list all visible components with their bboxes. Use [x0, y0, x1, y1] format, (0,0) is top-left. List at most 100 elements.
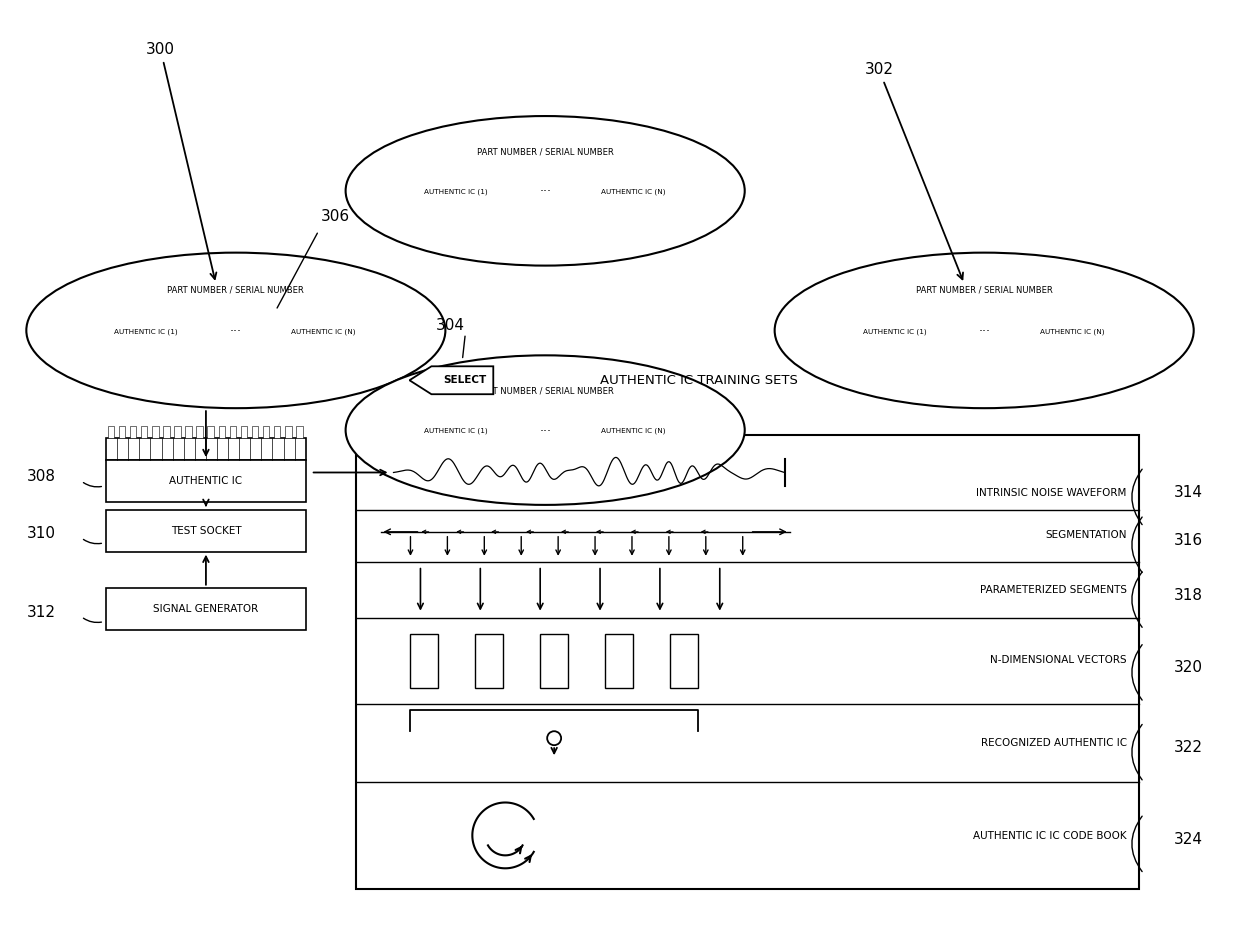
Bar: [283, 319, 365, 345]
Ellipse shape: [775, 252, 1194, 409]
Polygon shape: [409, 367, 494, 395]
Bar: [660, 444, 663, 451]
Bar: [444, 444, 448, 451]
Bar: [128, 345, 133, 352]
Bar: [274, 426, 280, 439]
Bar: [666, 205, 670, 211]
Bar: [487, 205, 492, 211]
Text: PART NUMBER / SERIAL NUMBER: PART NUMBER / SERIAL NUMBER: [167, 285, 304, 295]
Bar: [456, 444, 461, 451]
Bar: [615, 444, 620, 451]
Bar: [241, 426, 247, 439]
Bar: [475, 634, 503, 688]
Bar: [864, 345, 868, 352]
Bar: [609, 444, 613, 451]
Bar: [1032, 319, 1112, 345]
Bar: [425, 444, 429, 451]
Bar: [312, 345, 316, 352]
Text: ···: ···: [539, 185, 551, 198]
Bar: [1066, 345, 1071, 352]
Bar: [293, 345, 298, 352]
Bar: [627, 205, 632, 211]
Bar: [475, 205, 480, 211]
Text: 320: 320: [1174, 660, 1203, 675]
Bar: [115, 345, 120, 352]
Bar: [670, 634, 698, 688]
Bar: [660, 205, 663, 211]
Bar: [1099, 345, 1102, 352]
Bar: [1042, 345, 1045, 352]
Text: 302: 302: [864, 62, 963, 280]
Bar: [296, 426, 303, 439]
Bar: [621, 205, 626, 211]
Bar: [419, 444, 423, 451]
Bar: [646, 205, 651, 211]
Bar: [481, 444, 486, 451]
Text: 318: 318: [1174, 587, 1203, 602]
Bar: [926, 345, 931, 352]
Bar: [319, 345, 322, 352]
Bar: [356, 435, 1138, 889]
Bar: [414, 418, 496, 444]
Text: 322: 322: [1174, 741, 1203, 755]
Text: PART NUMBER / SERIAL NUMBER: PART NUMBER / SERIAL NUMBER: [477, 387, 614, 396]
Bar: [889, 345, 894, 352]
Bar: [119, 426, 125, 439]
Bar: [901, 345, 906, 352]
Bar: [107, 510, 306, 552]
Bar: [469, 205, 474, 211]
Bar: [229, 426, 236, 439]
Bar: [634, 444, 639, 451]
Text: AUTHENTIC IC IC CODE BOOK: AUTHENTIC IC IC CODE BOOK: [973, 831, 1127, 841]
Bar: [456, 205, 461, 211]
Bar: [185, 426, 192, 439]
Text: AUTHENTIC IC (N): AUTHENTIC IC (N): [600, 428, 665, 435]
Bar: [414, 179, 496, 205]
Bar: [605, 634, 632, 688]
Bar: [1079, 345, 1084, 352]
Text: SELECT: SELECT: [444, 375, 487, 385]
Text: AUTHENTIC IC TRAINING SETS: AUTHENTIC IC TRAINING SETS: [600, 374, 797, 387]
Bar: [666, 444, 670, 451]
Bar: [596, 444, 600, 451]
Bar: [596, 205, 600, 211]
Bar: [908, 345, 913, 352]
Bar: [450, 444, 454, 451]
Bar: [107, 439, 306, 460]
Bar: [425, 205, 429, 211]
Text: 310: 310: [26, 525, 56, 540]
Text: ···: ···: [229, 325, 242, 338]
Bar: [107, 460, 306, 502]
Bar: [419, 205, 423, 211]
Bar: [450, 205, 454, 211]
Text: 306: 306: [321, 209, 350, 223]
Text: 324: 324: [1174, 832, 1203, 847]
Bar: [621, 444, 626, 451]
Bar: [207, 426, 215, 439]
Text: PART NUMBER / SERIAL NUMBER: PART NUMBER / SERIAL NUMBER: [477, 148, 614, 156]
Text: AUTHENTIC IC (1): AUTHENTIC IC (1): [424, 428, 487, 435]
Bar: [285, 426, 291, 439]
Bar: [286, 345, 291, 352]
Bar: [160, 345, 164, 352]
Bar: [179, 345, 182, 352]
Ellipse shape: [26, 252, 445, 409]
Text: N-DIMENSIONAL VECTORS: N-DIMENSIONAL VECTORS: [991, 655, 1127, 666]
Bar: [164, 426, 170, 439]
Bar: [1060, 345, 1065, 352]
Text: AUTHENTIC IC: AUTHENTIC IC: [170, 476, 243, 486]
Bar: [444, 205, 448, 211]
Text: 304: 304: [435, 319, 465, 334]
Bar: [356, 345, 361, 352]
Bar: [615, 205, 620, 211]
Bar: [331, 345, 335, 352]
Bar: [1091, 345, 1096, 352]
Bar: [475, 444, 480, 451]
Bar: [591, 179, 673, 205]
Bar: [325, 345, 329, 352]
Bar: [141, 426, 148, 439]
Bar: [1054, 345, 1059, 352]
Bar: [172, 345, 176, 352]
Bar: [107, 587, 306, 629]
Bar: [469, 444, 474, 451]
